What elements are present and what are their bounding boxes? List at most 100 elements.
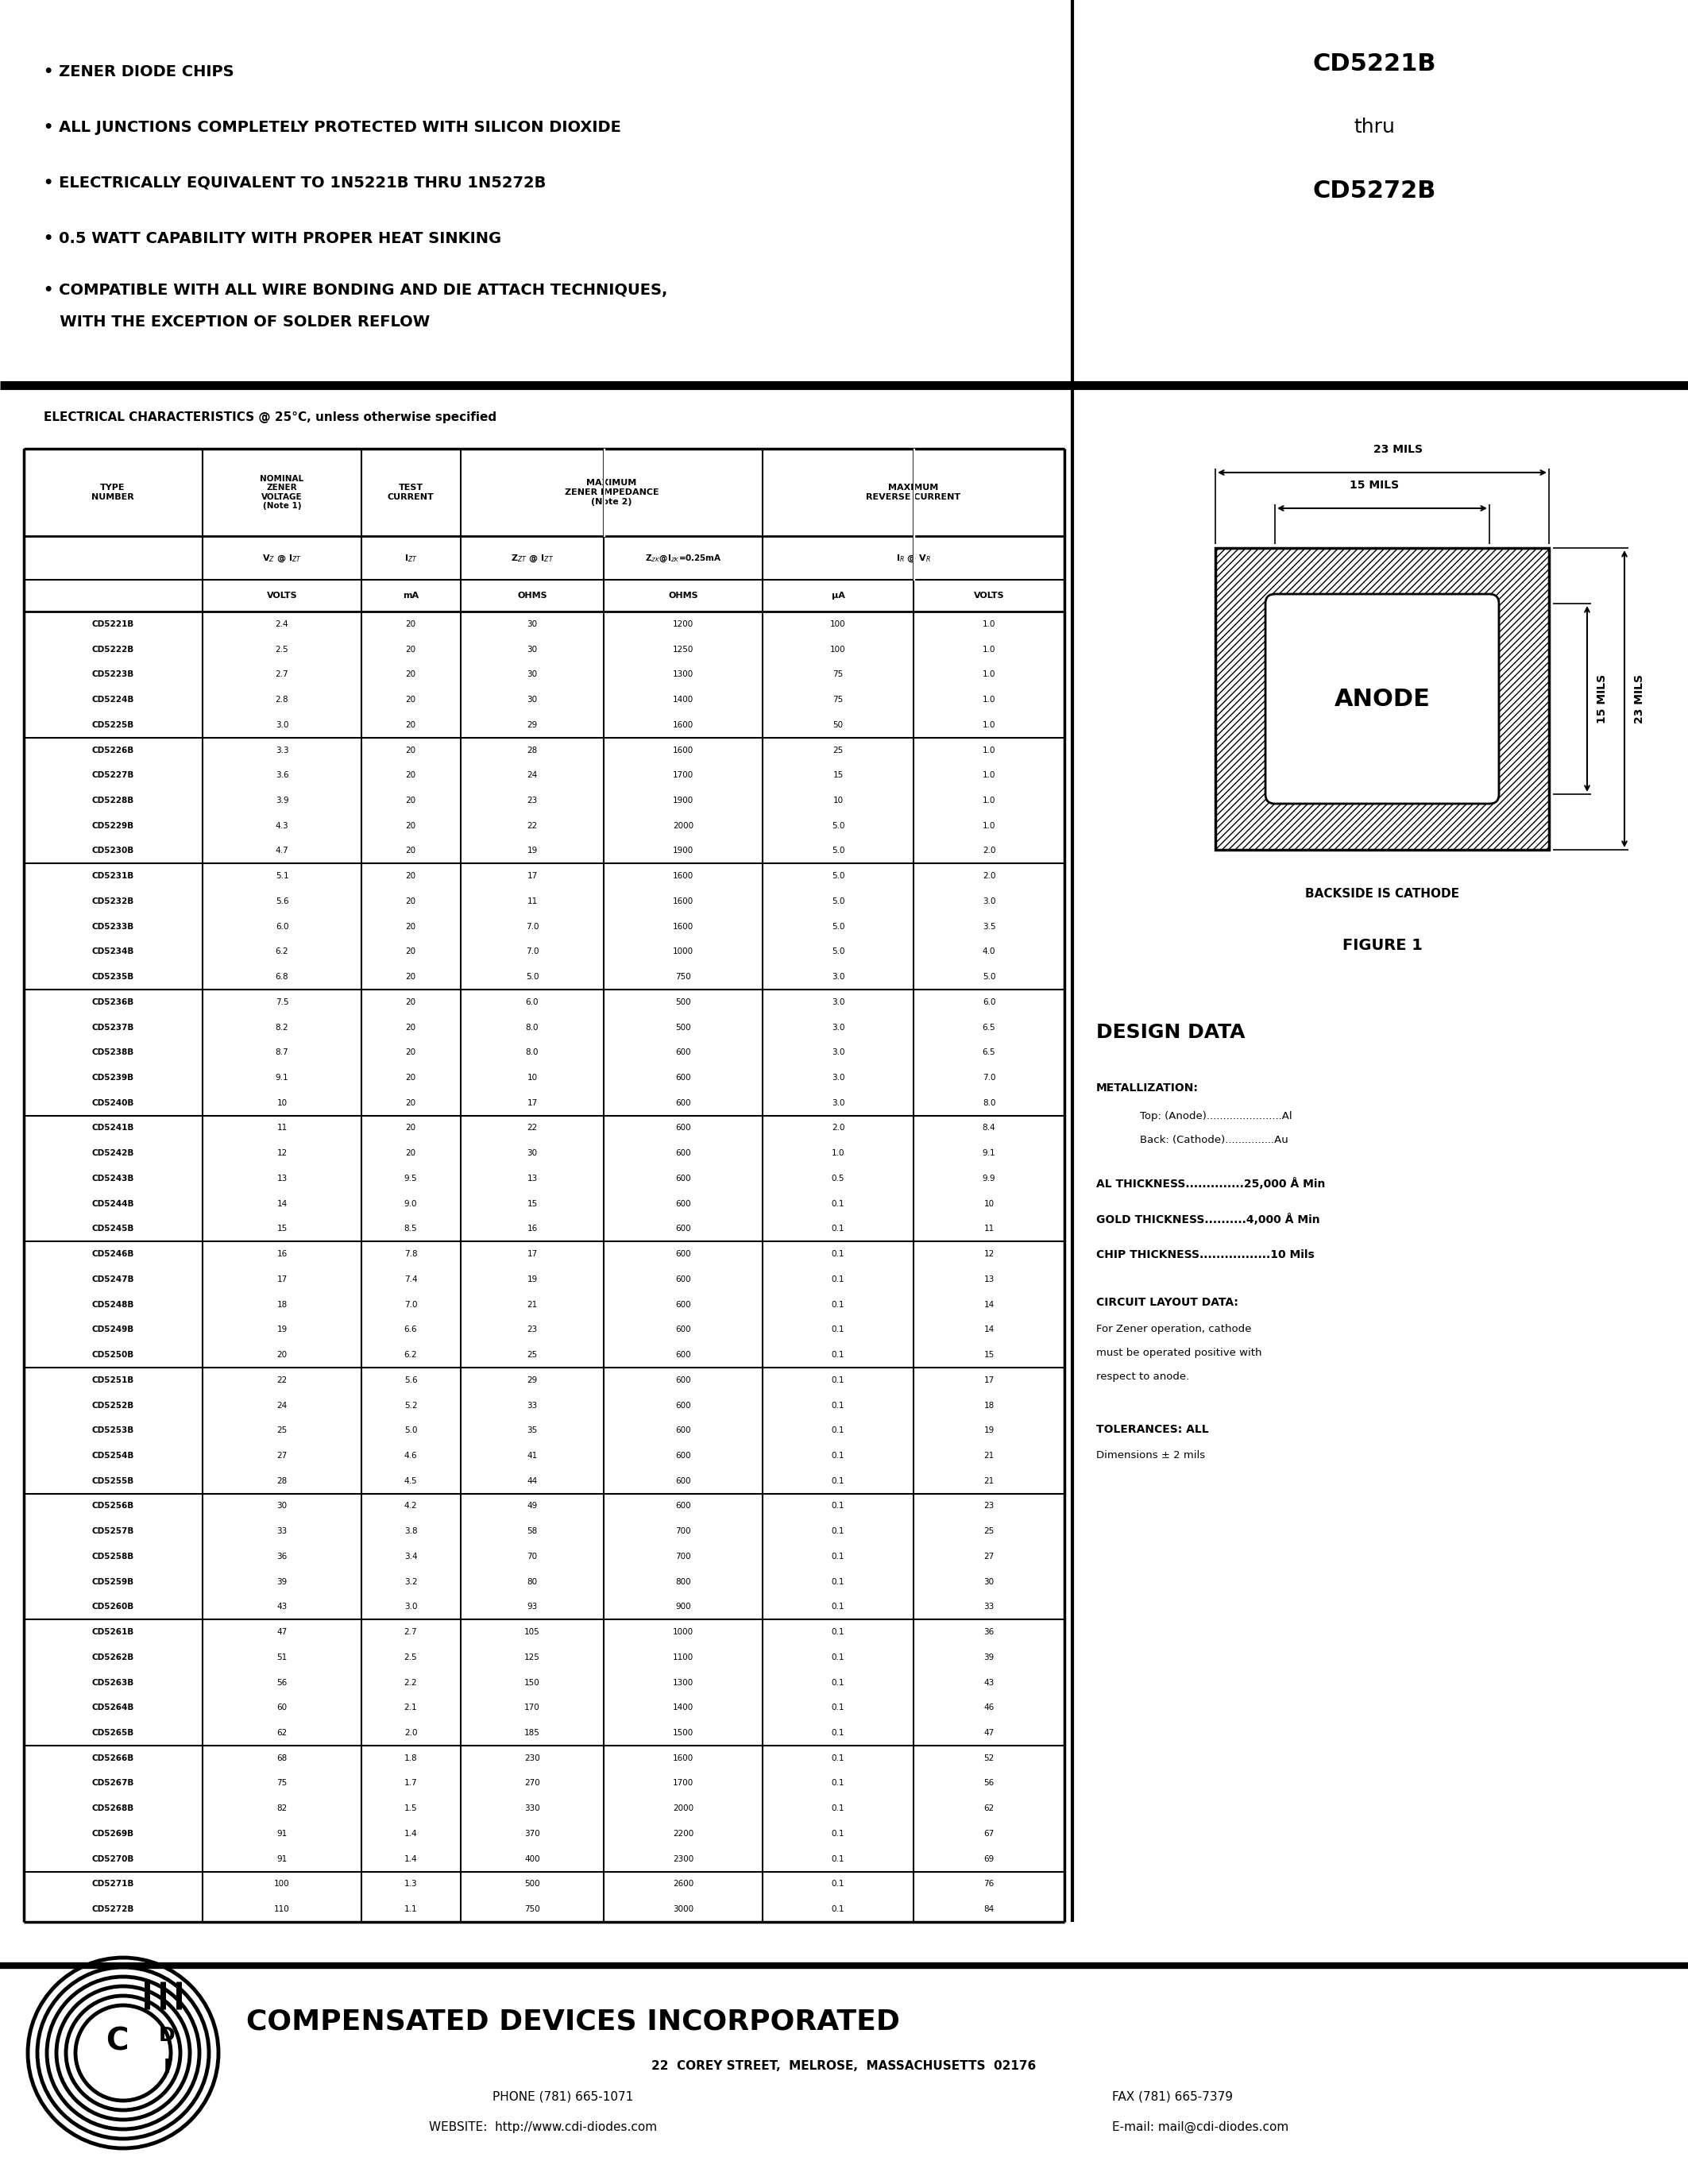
Text: CD5255B: CD5255B bbox=[91, 1476, 133, 1485]
Text: VOLTS: VOLTS bbox=[974, 592, 1004, 601]
Text: 20: 20 bbox=[405, 821, 415, 830]
Text: 600: 600 bbox=[675, 1476, 690, 1485]
Text: COMPENSATED DEVICES INCORPORATED: COMPENSATED DEVICES INCORPORATED bbox=[246, 2007, 900, 2035]
Text: 20: 20 bbox=[405, 1024, 415, 1031]
Text: 2.4: 2.4 bbox=[275, 620, 289, 629]
Text: 17: 17 bbox=[277, 1275, 287, 1284]
Text: 21: 21 bbox=[984, 1452, 994, 1459]
Text: DESIGN DATA: DESIGN DATA bbox=[1096, 1022, 1246, 1042]
Text: 25: 25 bbox=[832, 747, 844, 753]
Text: 0.1: 0.1 bbox=[832, 1476, 844, 1485]
Text: 20: 20 bbox=[277, 1352, 287, 1358]
Text: 1700: 1700 bbox=[674, 771, 694, 780]
Text: 20: 20 bbox=[405, 1048, 415, 1057]
Text: 4.0: 4.0 bbox=[982, 948, 996, 957]
Text: 0.1: 0.1 bbox=[832, 1225, 844, 1234]
Text: 20: 20 bbox=[405, 644, 415, 653]
Text: 0.1: 0.1 bbox=[832, 1249, 844, 1258]
Text: 11: 11 bbox=[277, 1125, 287, 1131]
Text: 0.1: 0.1 bbox=[832, 1780, 844, 1787]
Text: METALLIZATION:: METALLIZATION: bbox=[1096, 1083, 1198, 1094]
Text: 6.2: 6.2 bbox=[275, 948, 289, 957]
Text: 22: 22 bbox=[527, 821, 537, 830]
Text: CD5241B: CD5241B bbox=[91, 1125, 133, 1131]
Text: 1.1: 1.1 bbox=[403, 1904, 417, 1913]
Text: Dimensions ± 2 mils: Dimensions ± 2 mils bbox=[1096, 1450, 1205, 1461]
Text: 41: 41 bbox=[527, 1452, 537, 1459]
Text: 3.3: 3.3 bbox=[275, 747, 289, 753]
Text: 8.0: 8.0 bbox=[525, 1024, 538, 1031]
Text: CD5247B: CD5247B bbox=[91, 1275, 133, 1284]
Text: 2600: 2600 bbox=[674, 1880, 694, 1889]
Text: 15: 15 bbox=[527, 1199, 537, 1208]
Text: CD5243B: CD5243B bbox=[91, 1175, 133, 1182]
Text: 20: 20 bbox=[405, 1125, 415, 1131]
Text: E-mail: mail@cdi-diodes.com: E-mail: mail@cdi-diodes.com bbox=[1112, 2121, 1288, 2134]
Text: CD5245B: CD5245B bbox=[91, 1225, 133, 1234]
Text: 22: 22 bbox=[527, 1125, 537, 1131]
Text: 20: 20 bbox=[405, 922, 415, 930]
Text: 1900: 1900 bbox=[674, 847, 694, 854]
Text: 3.2: 3.2 bbox=[403, 1577, 417, 1586]
Text: 5.0: 5.0 bbox=[832, 948, 844, 957]
Text: 91: 91 bbox=[277, 1854, 287, 1863]
Text: 400: 400 bbox=[525, 1854, 540, 1863]
Text: C: C bbox=[105, 2027, 128, 2055]
Text: 6.0: 6.0 bbox=[275, 922, 289, 930]
Text: 110: 110 bbox=[273, 1904, 290, 1913]
Text: 3000: 3000 bbox=[674, 1904, 694, 1913]
Text: Back: (Cathode)...............Au: Back: (Cathode)...............Au bbox=[1139, 1133, 1288, 1144]
Text: CD5264B: CD5264B bbox=[91, 1704, 133, 1712]
Text: 33: 33 bbox=[984, 1603, 994, 1612]
Text: 500: 500 bbox=[675, 998, 690, 1007]
Text: 24: 24 bbox=[277, 1402, 287, 1409]
Text: 0.1: 0.1 bbox=[832, 1603, 844, 1612]
Text: CD5248B: CD5248B bbox=[91, 1299, 133, 1308]
Text: 25: 25 bbox=[527, 1352, 537, 1358]
Text: 5.0: 5.0 bbox=[832, 847, 844, 854]
Text: 2.1: 2.1 bbox=[403, 1704, 417, 1712]
Text: 47: 47 bbox=[984, 1730, 994, 1736]
Text: CD5252B: CD5252B bbox=[91, 1402, 133, 1409]
Text: • 0.5 WATT CAPABILITY WITH PROPER HEAT SINKING: • 0.5 WATT CAPABILITY WITH PROPER HEAT S… bbox=[44, 232, 501, 247]
Text: 20: 20 bbox=[405, 898, 415, 906]
Text: 0.1: 0.1 bbox=[832, 1880, 844, 1889]
Text: 0.1: 0.1 bbox=[832, 1352, 844, 1358]
Text: 20: 20 bbox=[405, 972, 415, 981]
Text: 47: 47 bbox=[277, 1627, 287, 1636]
Text: 3.4: 3.4 bbox=[403, 1553, 417, 1562]
Text: 8.0: 8.0 bbox=[982, 1099, 996, 1107]
Text: thru: thru bbox=[1354, 118, 1394, 138]
Text: 0.1: 0.1 bbox=[832, 1754, 844, 1762]
Text: 1.0: 1.0 bbox=[982, 644, 996, 653]
Text: 20: 20 bbox=[405, 1099, 415, 1107]
Text: 10: 10 bbox=[984, 1199, 994, 1208]
Text: 600: 600 bbox=[675, 1275, 690, 1284]
Text: GOLD THICKNESS..........4,000 Å Min: GOLD THICKNESS..........4,000 Å Min bbox=[1096, 1212, 1320, 1225]
Text: 56: 56 bbox=[984, 1780, 994, 1787]
Text: 30: 30 bbox=[527, 697, 537, 703]
Text: 17: 17 bbox=[527, 1249, 537, 1258]
Text: 5.0: 5.0 bbox=[525, 972, 538, 981]
Text: 1300: 1300 bbox=[674, 1679, 694, 1686]
Text: 1250: 1250 bbox=[672, 644, 694, 653]
Text: CD5263B: CD5263B bbox=[91, 1679, 133, 1686]
Text: 8.7: 8.7 bbox=[275, 1048, 289, 1057]
Text: 600: 600 bbox=[675, 1225, 690, 1234]
Text: 10: 10 bbox=[277, 1099, 287, 1107]
Text: 27: 27 bbox=[984, 1553, 994, 1562]
Text: 1600: 1600 bbox=[674, 871, 694, 880]
Text: 0.1: 0.1 bbox=[832, 1804, 844, 1813]
Text: 5.1: 5.1 bbox=[275, 871, 289, 880]
Text: 67: 67 bbox=[984, 1830, 994, 1837]
Text: 800: 800 bbox=[675, 1577, 690, 1586]
Text: CHIP THICKNESS.................10 Mils: CHIP THICKNESS.................10 Mils bbox=[1096, 1249, 1315, 1260]
Text: Z$_{ZT}$ @ I$_{ZT}$: Z$_{ZT}$ @ I$_{ZT}$ bbox=[511, 553, 554, 563]
Text: 0.1: 0.1 bbox=[832, 1653, 844, 1662]
Text: 700: 700 bbox=[675, 1527, 690, 1535]
Text: 62: 62 bbox=[277, 1730, 287, 1736]
Text: 0.1: 0.1 bbox=[832, 1704, 844, 1712]
Text: 6.6: 6.6 bbox=[403, 1326, 417, 1334]
Text: CD5234B: CD5234B bbox=[91, 948, 133, 957]
Text: 1600: 1600 bbox=[674, 747, 694, 753]
